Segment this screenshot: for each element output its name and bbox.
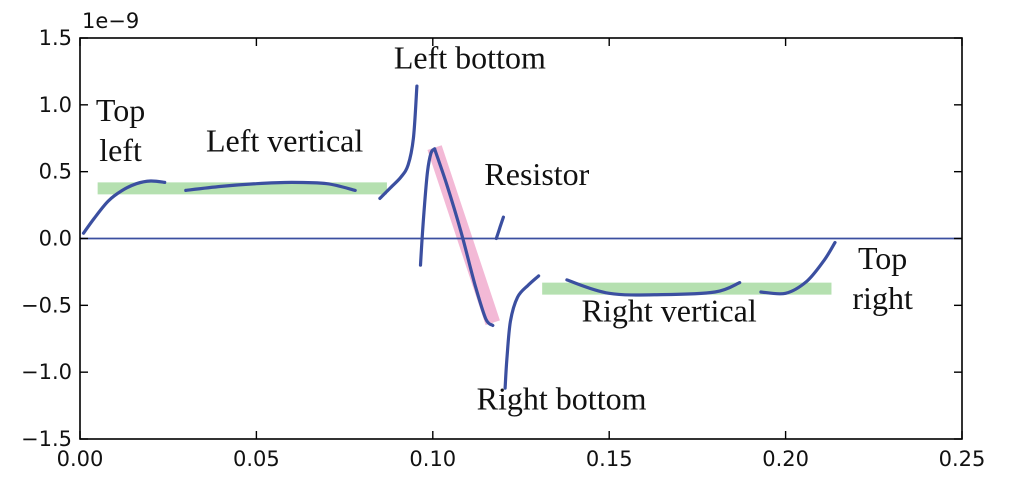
series-segment-9 — [759, 240, 837, 296]
series-segment-2 — [184, 180, 357, 192]
series-segment-1 — [81, 179, 167, 235]
annotation-line: right — [852, 280, 913, 316]
series-segment-7 — [503, 274, 541, 390]
annotation-label: Left bottom — [394, 40, 546, 76]
annotation-line: Resistor — [484, 156, 589, 192]
series-segment-4 — [418, 147, 437, 267]
y-tick-label: 0.0 — [39, 227, 72, 251]
x-tick-label: 0.25 — [939, 447, 986, 471]
x-tick-label: 0.05 — [233, 447, 280, 471]
series-segment-6 — [494, 215, 505, 241]
annotation-label: Right bottom — [477, 381, 647, 417]
y-tick-label: −0.5 — [21, 293, 72, 317]
annotation-line: Left vertical — [206, 123, 363, 159]
data-series — [81, 84, 837, 390]
annotation-label: Top right — [852, 240, 913, 316]
y-tick-label: 0.5 — [39, 160, 72, 184]
series-segment-3 — [378, 84, 419, 200]
annotation-line: Top — [96, 92, 145, 128]
x-tick-label: 0.15 — [586, 447, 633, 471]
annotation-line: Left bottom — [394, 40, 546, 76]
x-tick-label: 0.10 — [409, 447, 456, 471]
annotation-line: Right vertical — [582, 292, 757, 328]
annotations: Top left Left vertical Left bottom Resistor T… — [96, 40, 913, 417]
annotation-label: Top left — [96, 92, 145, 168]
annotation-line: left — [99, 132, 142, 168]
annotation-label: Resistor — [484, 156, 589, 192]
y-axis-multiplier: 1e−9 — [82, 9, 139, 33]
axis-tick-labels: 0.00 0.05 0.10 0.15 0.20 0.25 1.5 1.0 0.5 0.0 −0.5… — [21, 26, 985, 471]
annotation-label: Left vertical — [206, 123, 363, 159]
y-tick-label: 1.5 — [39, 26, 72, 50]
y-tick-label: −1.0 — [21, 360, 72, 384]
x-tick-label: 0.00 — [57, 447, 104, 471]
series-segment-5 — [433, 147, 495, 327]
annotation-line: Top — [858, 240, 907, 276]
y-tick-label: −1.5 — [21, 427, 72, 451]
annotation-label: Right vertical — [582, 292, 757, 328]
series-segment-8 — [565, 278, 742, 297]
x-tick-label: 0.20 — [762, 447, 809, 471]
y-tick-label: 1.0 — [39, 93, 72, 117]
axis-ticks — [79, 37, 963, 440]
annotation-line: Right bottom — [477, 381, 647, 417]
